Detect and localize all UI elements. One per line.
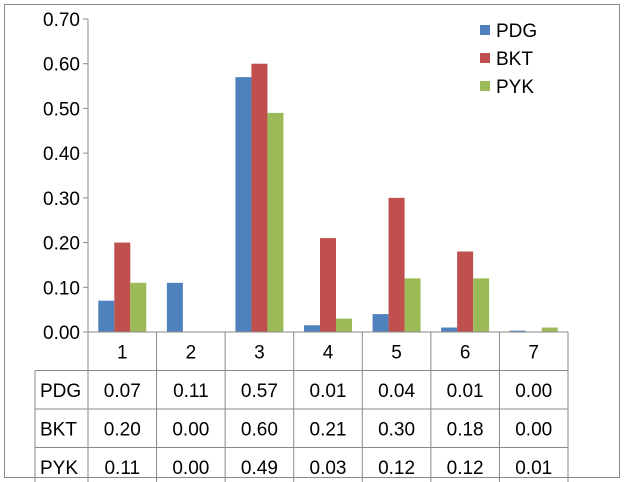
table-cell: 0.57	[241, 381, 278, 402]
bar-pyk-1	[130, 282, 147, 332]
bar-pyk-4	[336, 318, 352, 332]
y-tick-label: 0.10	[43, 278, 80, 299]
legend-swatch-pdg	[480, 25, 490, 35]
bar-bkt-3	[251, 63, 268, 332]
x-category-label: 4	[323, 342, 334, 363]
table-cell: 0.18	[447, 419, 484, 440]
table-series-label: PDG	[40, 381, 81, 402]
legend-swatch-bkt	[480, 53, 490, 63]
legend-label: PYK	[496, 77, 534, 98]
table-series-label: BKT	[40, 419, 77, 440]
table-cell: 0.11	[104, 458, 140, 479]
table-cell: 0.21	[310, 419, 347, 440]
table-cell: 0.01	[515, 458, 552, 479]
table-cell: 0.11	[173, 381, 209, 402]
bars	[98, 63, 558, 333]
y-tick-label: 0.40	[43, 144, 80, 165]
bar-pyk-7	[541, 327, 558, 332]
bar-bkt-6	[457, 251, 474, 332]
legend-label: BKT	[496, 49, 533, 70]
y-tick-label: 0.70	[43, 10, 80, 31]
bar-pyk-6	[473, 278, 490, 332]
table-cell: 0.01	[447, 381, 484, 402]
bar-bkt-4	[320, 238, 336, 332]
y-tick-label: 0.00	[43, 323, 80, 344]
chart-frame	[4, 4, 620, 478]
table-cell: 0.49	[241, 458, 278, 479]
table-cell: 0.01	[310, 381, 347, 402]
y-tick-label: 0.50	[43, 99, 80, 120]
bar-pdg-7	[509, 330, 526, 332]
table-cell: 0.00	[172, 419, 209, 440]
y-tick-label: 0.60	[43, 55, 80, 76]
bar-pdg-6	[441, 327, 458, 332]
y-tick-label: 0.20	[43, 234, 80, 255]
bar-pdg-4	[304, 325, 320, 332]
bar-pdg-3	[235, 77, 252, 332]
table-cell: 0.04	[378, 381, 415, 402]
x-category-label: 3	[254, 342, 265, 363]
x-category-label: 6	[460, 342, 471, 363]
bar-bkt-5	[388, 197, 405, 332]
x-category-label: 2	[186, 342, 197, 363]
table-cell: 0.00	[515, 419, 552, 440]
table-cell: 0.03	[310, 458, 347, 479]
table-cell: 0.12	[447, 458, 484, 479]
bar-pyk-3	[267, 112, 284, 333]
table-cell: 0.30	[378, 419, 415, 440]
bar-bkt-1	[114, 242, 131, 332]
legend: PDG BKT PYK	[480, 21, 537, 98]
legend-swatch-pyk	[480, 81, 490, 91]
bar-pdg-1	[98, 300, 115, 332]
table-cell: 0.60	[241, 419, 278, 440]
x-category-label: 5	[391, 342, 402, 363]
table-cell: 0.00	[515, 381, 552, 402]
x-category-label: 1	[117, 342, 128, 363]
table-cell: 0.00	[172, 458, 209, 479]
table-cell: 0.07	[104, 381, 141, 402]
table-cell: 0.20	[104, 419, 141, 440]
y-axis: 0.00 0.10 0.20 0.30 0.40 0.50 0.60 0.70	[43, 10, 89, 344]
data-table: 1 2 3 4 5 6 7 PDG 0.07 0.11 0.57 0.01 0.04 0.01 0.00 BK…	[34, 331, 569, 482]
x-category-label: 7	[528, 342, 539, 363]
bar-pdg-2	[166, 282, 183, 332]
bar-pdg-5	[372, 314, 389, 332]
y-tick-label: 0.30	[43, 189, 80, 210]
table-series-label: PYK	[40, 458, 78, 479]
table-cell: 0.12	[378, 458, 415, 479]
legend-label: PDG	[496, 21, 537, 42]
bar-pyk-5	[404, 278, 421, 332]
